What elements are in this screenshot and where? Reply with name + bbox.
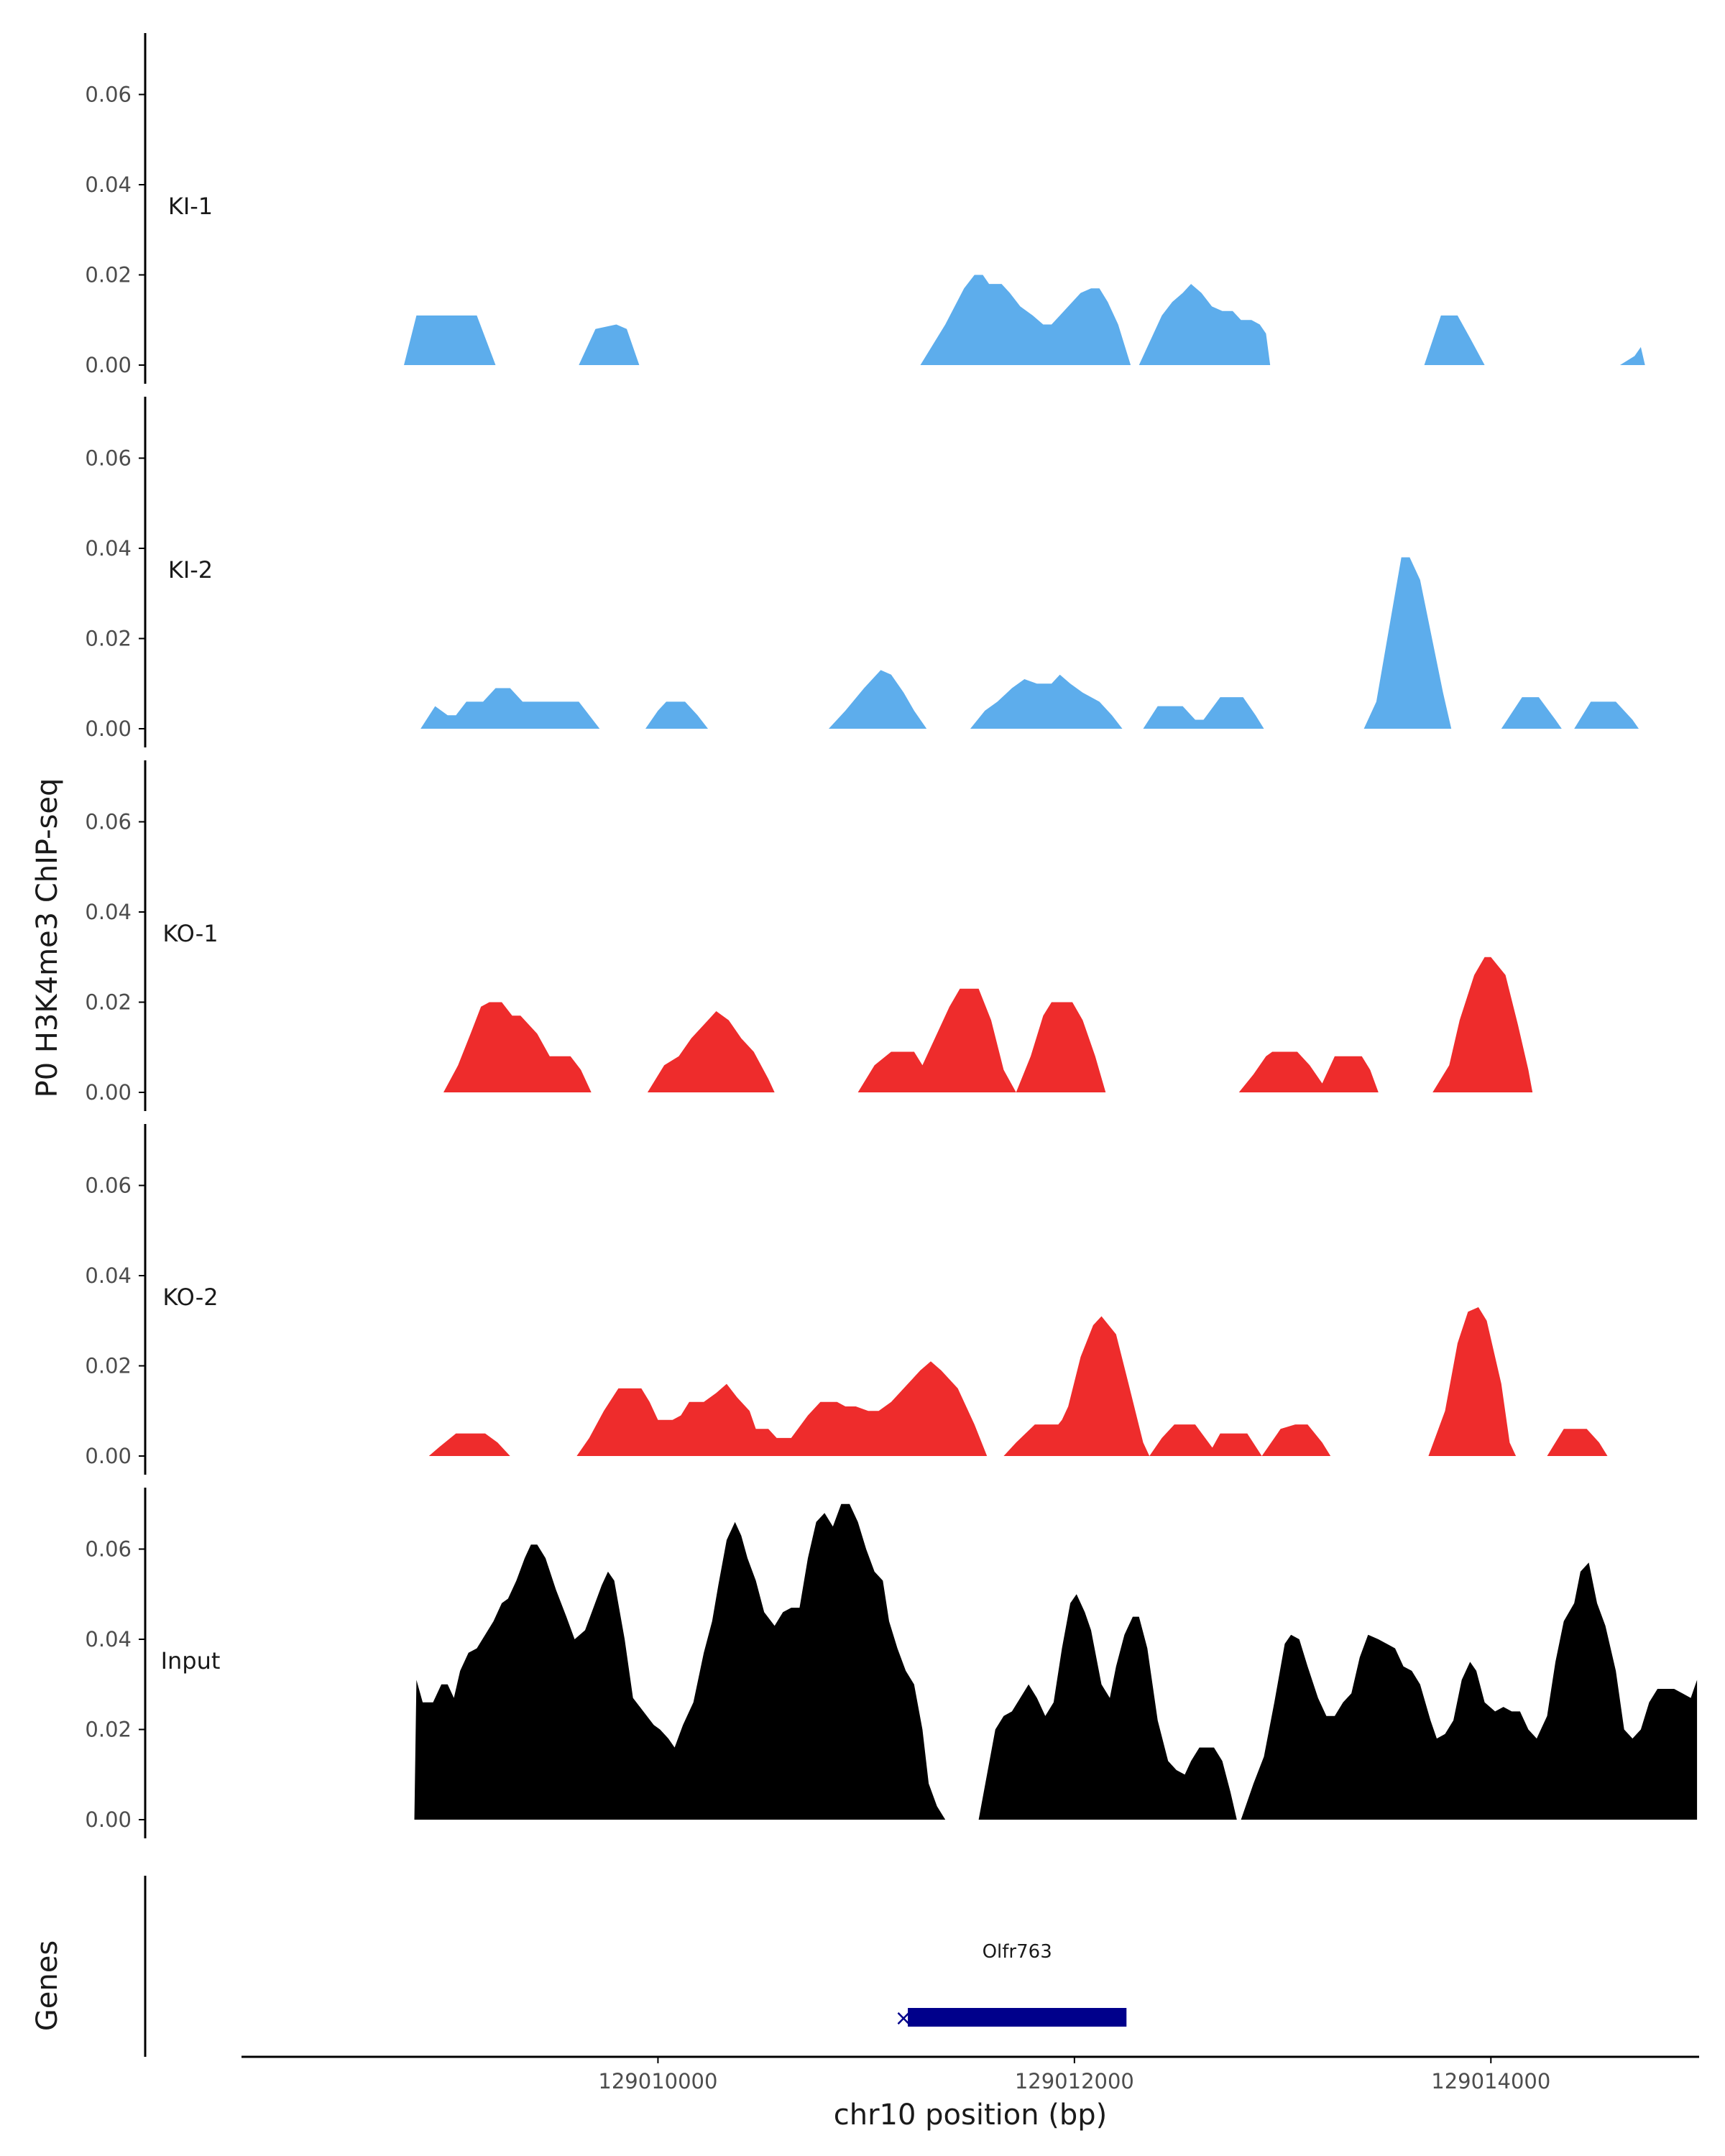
gene-label-olfr763: Olfr763 [983,1941,1052,1963]
x-tick-label: 129012000 [1015,2069,1134,2093]
y-tick-label-ki-2: 0.02 [85,627,132,651]
track-ko-2: 0.00 0.02 0.04 0.06 KO-2 [85,1124,1608,1475]
track-ki-1: 0.00 0.02 0.04 0.06 KI-1 [85,33,1645,384]
y-tick-label-input: 0.06 [85,1537,132,1562]
genes-axis-title: Genes [31,1940,64,2031]
track-label-ko-1: KO-1 [162,920,218,947]
y-tick-label-ki-2: 0.04 [85,536,132,561]
x-tick-label: 129010000 [598,2069,717,2093]
track-ki-2: 0.00 0.02 0.04 0.06 KI-2 [85,397,1639,747]
track-label-input: Input [161,1647,221,1674]
y-tick-label-ko-2: 0.02 [85,1354,132,1378]
x-tick-label: 129014000 [1431,2069,1550,2093]
y-tick-label-ko-2: 0.00 [85,1444,132,1468]
gene-panel: × Olfr763 [144,1876,1127,2057]
track-label-ki-1: KI-1 [168,193,213,220]
track-ko-1: 0.00 0.02 0.04 0.06 KO-1 [85,760,1533,1111]
y-tick-label-ko-2: 0.06 [85,1174,132,1198]
y-tick-label-ki-1: 0.06 [85,83,132,107]
y-tick-label-ko-1: 0.02 [85,990,132,1015]
y-tick-label-ki-1: 0.00 [85,353,132,377]
gene-strand-marker: × [895,2006,913,2031]
y-tick-label-input: 0.04 [85,1627,132,1651]
signal-area-ko-1 [443,957,1533,1092]
y-tick-label-ki-2: 0.06 [85,446,132,471]
y-tick-label-ki-1: 0.02 [85,263,132,287]
tracks-group: 0.00 0.02 0.04 0.06 KI-1 0.00 0.02 0.04 0.06 KI-2… [85,33,1698,1838]
y-tick-label-ko-1: 0.04 [85,900,132,924]
x-axis-title: chr10 position (bp) [834,2099,1108,2132]
signal-area-ki-1 [404,275,1645,365]
gene-body-olfr763 [908,2008,1127,2027]
y-tick-label-ko-1: 0.06 [85,810,132,834]
signal-area-ko-2 [428,1307,1608,1456]
y-axis-title: P0 H3K4me3 ChIP-seq [31,778,64,1098]
track-label-ko-2: KO-2 [162,1284,218,1311]
y-tick-label-input: 0.00 [85,1807,132,1832]
signal-area-input [414,1503,1698,1820]
y-tick-label-input: 0.02 [85,1718,132,1742]
track-input: 0.00 0.02 0.04 0.06 Input [85,1488,1698,1838]
track-label-ki-2: KI-2 [168,556,213,584]
y-tick-label-ko-1: 0.00 [85,1080,132,1105]
y-tick-label-ko-2: 0.04 [85,1263,132,1288]
signal-area-ki-2 [420,557,1639,729]
y-tick-label-ki-2: 0.00 [85,717,132,741]
y-tick-label-ki-1: 0.04 [85,172,132,197]
x-axis: 129010000 129012000 129014000 [242,2055,1699,2093]
